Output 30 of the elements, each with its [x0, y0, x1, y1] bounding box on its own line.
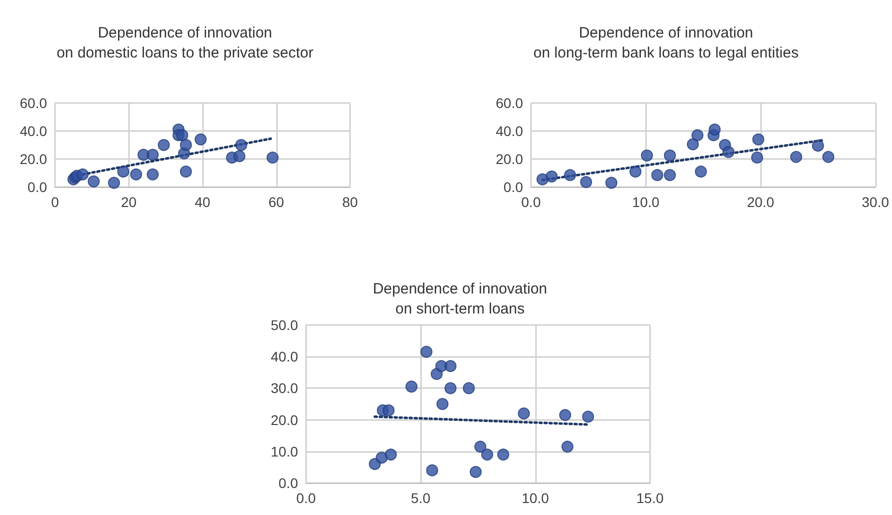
x-tick-label: 80	[342, 194, 358, 210]
y-tick-label: 20.0	[496, 151, 524, 167]
y-tick-label: 20.0	[20, 151, 48, 167]
x-tick-label: 40	[194, 194, 210, 210]
y-tick-label: 20.0	[270, 412, 298, 428]
y-tick-label: 60.0	[496, 95, 524, 111]
y-tick-label: 10.0	[270, 443, 298, 460]
x-tick-label: 60	[268, 194, 284, 210]
x-tick-label: 0.0	[521, 194, 541, 210]
y-tick-label: 40.0	[270, 348, 298, 365]
x-tick-label: 30.0	[862, 194, 890, 210]
x-tick-label: 20.0	[746, 194, 774, 210]
x-tick-label: 10.0	[632, 194, 660, 210]
y-tick-label: 0.0	[278, 475, 298, 491]
x-tick-label: 0	[51, 194, 60, 210]
chart-title: Dependence of innovation on short-term loans	[372, 280, 548, 318]
x-tick-label: 10.0	[522, 490, 550, 506]
y-tick-label: 50.0	[270, 317, 298, 333]
y-tick-label: 40.0	[20, 123, 48, 139]
y-tick-label: 30.0	[270, 380, 298, 396]
x-tick-label: 15.0	[636, 490, 664, 506]
y-tick-label: 0.0	[28, 179, 48, 195]
y-tick-label: 60.0	[20, 95, 48, 111]
y-tick-label: 0.0	[504, 179, 524, 195]
chart-title: Dependence of innovation on long-term bank loans to legal entities	[533, 24, 799, 62]
y-tick-label: 40.0	[496, 123, 524, 139]
x-tick-label: 5.0	[410, 490, 431, 506]
chart-title: Dependence of innovation on domestic loans to the private sector	[56, 24, 314, 62]
x-tick-label: 20	[120, 194, 137, 210]
x-tick-label: 0.0	[296, 490, 316, 506]
